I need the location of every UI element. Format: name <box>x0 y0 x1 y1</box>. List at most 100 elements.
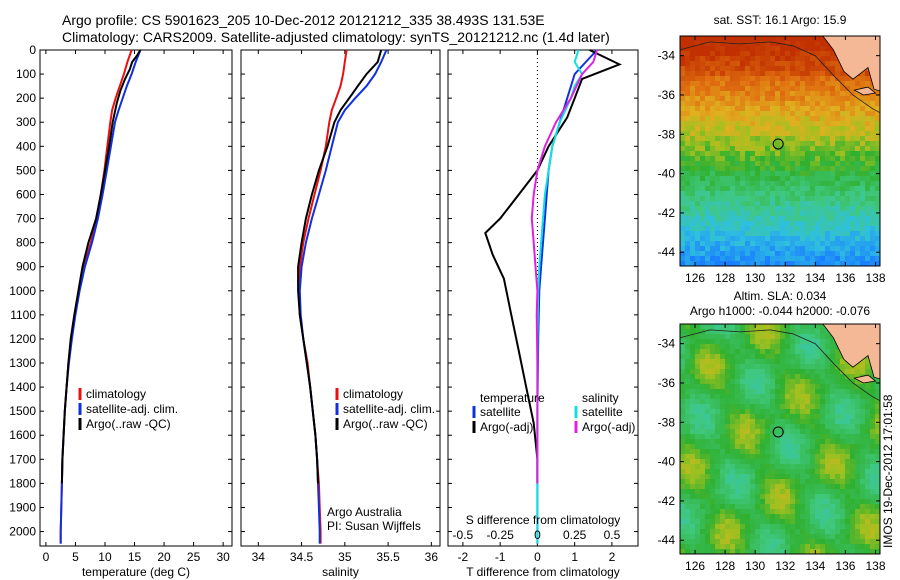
secondary-x-tick-label: 0.5 <box>604 528 621 542</box>
secondary-x-tick-label: -0.25 <box>486 528 514 542</box>
series-line <box>297 49 348 544</box>
map-field <box>680 324 880 554</box>
x-tick-label: 138 <box>865 559 885 573</box>
y-tick-label: 800 <box>16 236 36 250</box>
island <box>853 86 877 96</box>
x-tick-label: 0 <box>534 550 541 564</box>
legend-label: satellite <box>582 405 623 419</box>
y-tick-label: -36 <box>658 376 676 390</box>
y-tick-label: 1500 <box>9 404 36 418</box>
y-tick-label: -44 <box>658 245 676 259</box>
x-tick-label: 35 <box>338 550 352 564</box>
x-tick-label: 138 <box>865 271 885 285</box>
y-tick-label: -40 <box>658 167 676 181</box>
x-axis-label: temperature (deg C) <box>82 565 190 579</box>
x-tick-label: 132 <box>775 559 795 573</box>
x-tick-label: 136 <box>835 559 855 573</box>
y-tick-label: 1300 <box>9 356 36 370</box>
y-tick-label: -40 <box>658 455 676 469</box>
y-tick-label: 600 <box>16 187 36 201</box>
legend-label: climatology <box>86 387 146 401</box>
x-tick-label: 126 <box>685 559 705 573</box>
land-mass <box>822 324 880 380</box>
salinity-profile-panel: 34 34.5 35 35.5 36 salinity climatologysatelli… <box>240 49 441 579</box>
x-tick-label: 10 <box>98 550 112 564</box>
x-tick-label: 36 <box>425 550 439 564</box>
y-tick-label: -34 <box>658 337 676 351</box>
legend-label: Argo(-adj) <box>582 420 635 434</box>
map-subtitle: Argo h1000: -0.044 h2000: -0.076 <box>690 304 870 318</box>
series-line <box>297 49 383 484</box>
x-tick-label: 134 <box>805 271 825 285</box>
secondary-x-axis-label: S difference from climatology <box>466 513 621 527</box>
y-tick-label: 0 <box>29 43 36 57</box>
series-line <box>536 49 584 544</box>
plot-frame <box>39 49 233 547</box>
difference-profile-panel: -2 -1 0 1 2T difference from climatology temp… <box>447 49 639 579</box>
y-tick-label: 1400 <box>9 380 36 394</box>
y-tick-label: 1900 <box>9 500 36 514</box>
x-tick-label: 2 <box>609 550 616 564</box>
x-tick-label: 128 <box>715 559 735 573</box>
y-tick-label: 1800 <box>9 476 36 490</box>
shelf-contour <box>680 329 880 402</box>
y-tick-label: 300 <box>16 115 36 129</box>
plot-frame <box>447 49 639 547</box>
x-tick-label: -1 <box>495 550 506 564</box>
legend-label: satellite <box>480 405 521 419</box>
x-tick-label: 132 <box>775 271 795 285</box>
annotation-text: Argo Australia <box>327 505 402 519</box>
legend-label: Argo(..raw -QC) <box>343 417 428 431</box>
series-line <box>59 49 133 544</box>
y-tick-label: 1100 <box>10 308 36 322</box>
sla-map-panel: 126 128 130 132 134 136 138 -34 -36 -38 -40 -42 -44 A… <box>658 289 886 573</box>
argo-location-marker <box>772 426 784 438</box>
map-title: sat. SST: 16.1 Argo: 15.9 <box>714 13 847 27</box>
secondary-x-tick-label: -0.5 <box>453 528 474 542</box>
x-tick-label: 15 <box>128 550 142 564</box>
map-frame <box>679 323 881 555</box>
plot-title-line-2: Climatology: CARS2009. Satellite-adjuste… <box>62 29 610 45</box>
x-axis-label: T difference from climatology <box>466 565 620 579</box>
y-tick-label: 1200 <box>9 332 36 346</box>
y-tick-label: 700 <box>16 212 36 226</box>
y-tick-label: -42 <box>658 494 676 508</box>
shelf-contour <box>680 41 880 114</box>
x-tick-label: 134 <box>805 559 825 573</box>
x-tick-label: 0 <box>43 550 50 564</box>
map-field <box>680 36 880 266</box>
y-tick-label: 100 <box>16 67 36 81</box>
secondary-x-tick-label: 0.25 <box>563 528 587 542</box>
land-mass <box>822 36 880 92</box>
x-tick-label: 5 <box>72 550 79 564</box>
x-tick-label: 34 <box>252 550 266 564</box>
series-line <box>484 49 622 484</box>
temperature-profile-panel: 0100200300400500600700800900100011001200… <box>9 43 233 579</box>
y-tick-label: 2000 <box>9 525 36 539</box>
imos-timestamp: IMOS 19-Dec-2012 17:01:58 <box>881 394 895 548</box>
x-tick-label: 1 <box>571 550 578 564</box>
y-tick-label: 1600 <box>9 428 36 442</box>
y-tick-label: 200 <box>16 91 36 105</box>
legend-label: satellite-adj. clim. <box>86 402 178 416</box>
y-tick-label: 1000 <box>9 284 36 298</box>
legend-label: satellite-adj. clim. <box>343 402 435 416</box>
legend-title: temperature <box>480 391 545 405</box>
x-tick-label: 35.5 <box>376 550 400 564</box>
series-line <box>536 49 598 544</box>
legend-label: Argo(..raw -QC) <box>86 417 171 431</box>
y-tick-label: 1700 <box>9 452 36 466</box>
x-tick-label: 25 <box>187 550 201 564</box>
y-tick-label: -36 <box>658 88 676 102</box>
x-tick-label: 130 <box>745 559 765 573</box>
x-tick-label: 20 <box>157 550 171 564</box>
legend-label: Argo(-adj) <box>480 420 533 434</box>
x-tick-label: 126 <box>685 271 705 285</box>
y-tick-label: -42 <box>658 206 676 220</box>
annotation-text: PI: Susan Wijffels <box>327 519 421 533</box>
map-title: Altim. SLA: 0.034 <box>734 289 827 303</box>
y-tick-label: 900 <box>16 260 36 274</box>
sst-map-panel: 126 128 130 132 134 136 138 -34 -36 -38 -40 -42 -44 s… <box>658 13 886 285</box>
x-tick-label: 128 <box>715 271 735 285</box>
